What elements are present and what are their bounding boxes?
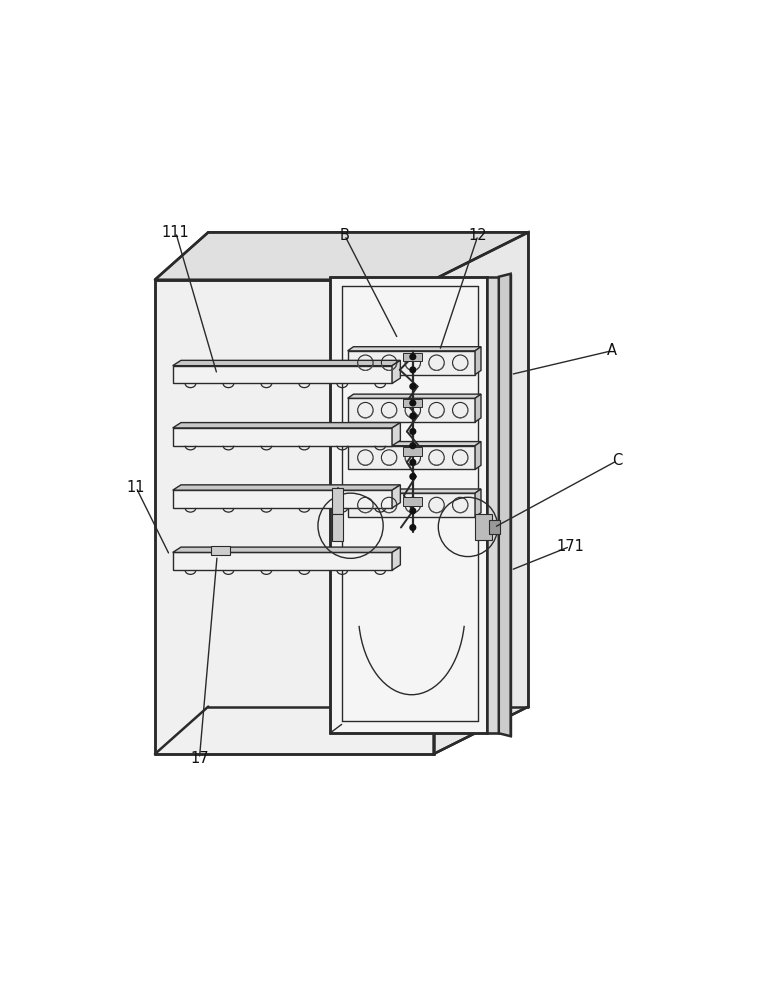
Text: 171: 171	[556, 539, 584, 554]
Polygon shape	[347, 347, 481, 351]
Text: 111: 111	[161, 225, 190, 240]
Polygon shape	[347, 394, 481, 398]
Polygon shape	[173, 423, 400, 428]
Text: 12: 12	[469, 228, 487, 243]
Polygon shape	[347, 493, 475, 517]
Polygon shape	[475, 347, 481, 375]
Polygon shape	[155, 280, 434, 754]
Circle shape	[409, 459, 416, 466]
Bar	[403, 447, 422, 456]
Bar	[403, 399, 422, 407]
Circle shape	[409, 383, 416, 390]
Polygon shape	[173, 428, 392, 446]
Polygon shape	[392, 485, 400, 508]
Polygon shape	[173, 366, 392, 383]
Text: 17: 17	[190, 751, 209, 766]
Polygon shape	[487, 277, 499, 733]
Circle shape	[409, 507, 416, 514]
Polygon shape	[392, 360, 400, 383]
Polygon shape	[330, 277, 487, 733]
Circle shape	[409, 399, 416, 407]
Bar	[331, 514, 343, 541]
Circle shape	[409, 353, 416, 360]
Polygon shape	[173, 552, 392, 570]
Polygon shape	[347, 442, 481, 446]
Circle shape	[409, 366, 416, 373]
Polygon shape	[475, 489, 481, 517]
Circle shape	[409, 428, 416, 435]
Polygon shape	[392, 423, 400, 446]
Bar	[403, 353, 422, 361]
Polygon shape	[347, 446, 475, 469]
Polygon shape	[347, 489, 481, 493]
Text: B: B	[340, 228, 350, 243]
Polygon shape	[434, 232, 529, 754]
Polygon shape	[173, 490, 392, 508]
Text: A: A	[607, 343, 617, 358]
Bar	[403, 497, 422, 506]
Text: C: C	[612, 453, 623, 468]
Polygon shape	[475, 394, 481, 422]
Polygon shape	[392, 547, 400, 570]
Polygon shape	[155, 232, 529, 280]
Polygon shape	[475, 442, 481, 469]
Polygon shape	[173, 360, 400, 366]
Bar	[490, 520, 500, 534]
Polygon shape	[499, 274, 511, 736]
Bar	[475, 514, 492, 540]
Text: 11: 11	[127, 480, 145, 495]
Bar	[331, 488, 343, 514]
Circle shape	[409, 473, 416, 480]
Polygon shape	[173, 485, 400, 490]
Circle shape	[409, 524, 416, 531]
Polygon shape	[347, 398, 475, 422]
Polygon shape	[347, 351, 475, 375]
Bar	[211, 546, 230, 555]
Polygon shape	[173, 547, 400, 552]
Circle shape	[409, 442, 416, 449]
Circle shape	[409, 413, 416, 420]
